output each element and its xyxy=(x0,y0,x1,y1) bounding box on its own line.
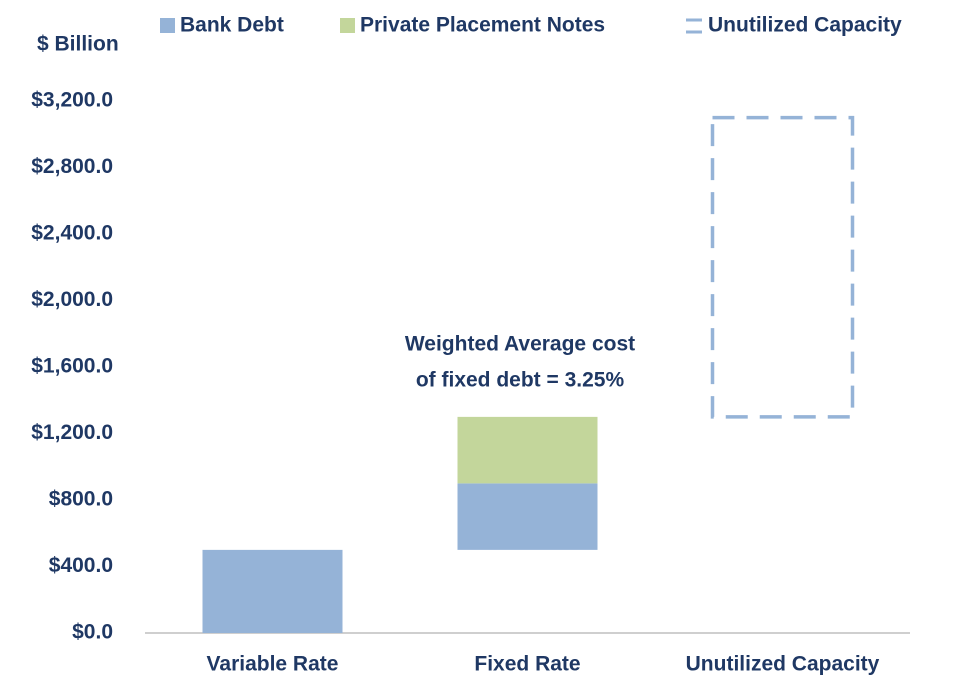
y-tick-label: $800.0 xyxy=(49,488,113,511)
y-tick-label: $2,400.0 xyxy=(31,222,113,245)
legend-swatch xyxy=(340,18,355,33)
x-tick-label: Unutilized Capacity xyxy=(686,653,880,676)
legend-label: Unutilized Capacity xyxy=(708,14,902,37)
annotation: Weighted Average cost xyxy=(405,333,635,356)
bar xyxy=(710,115,855,419)
bar xyxy=(457,483,598,550)
legend-label: Private Placement Notes xyxy=(360,14,605,37)
annotation: of fixed debt = 3.25% xyxy=(416,369,625,392)
x-tick-label: Variable Rate xyxy=(207,653,339,676)
bar xyxy=(202,549,343,633)
y-tick-label: $2,800.0 xyxy=(31,155,113,178)
y-tick-label: $0.0 xyxy=(72,621,113,644)
y-tick-label: $1,600.0 xyxy=(31,355,113,378)
legend-swatch xyxy=(160,18,175,33)
legend-label: Bank Debt xyxy=(180,14,284,37)
bar xyxy=(457,416,598,484)
y-axis-label: $ Billion xyxy=(37,33,119,56)
y-tick-label: $3,200.0 xyxy=(31,89,113,112)
y-tick-label: $400.0 xyxy=(49,554,113,577)
y-tick-label: $1,200.0 xyxy=(31,421,113,444)
y-tick-label: $2,000.0 xyxy=(31,288,113,311)
x-tick-label: Fixed Rate xyxy=(474,653,580,676)
